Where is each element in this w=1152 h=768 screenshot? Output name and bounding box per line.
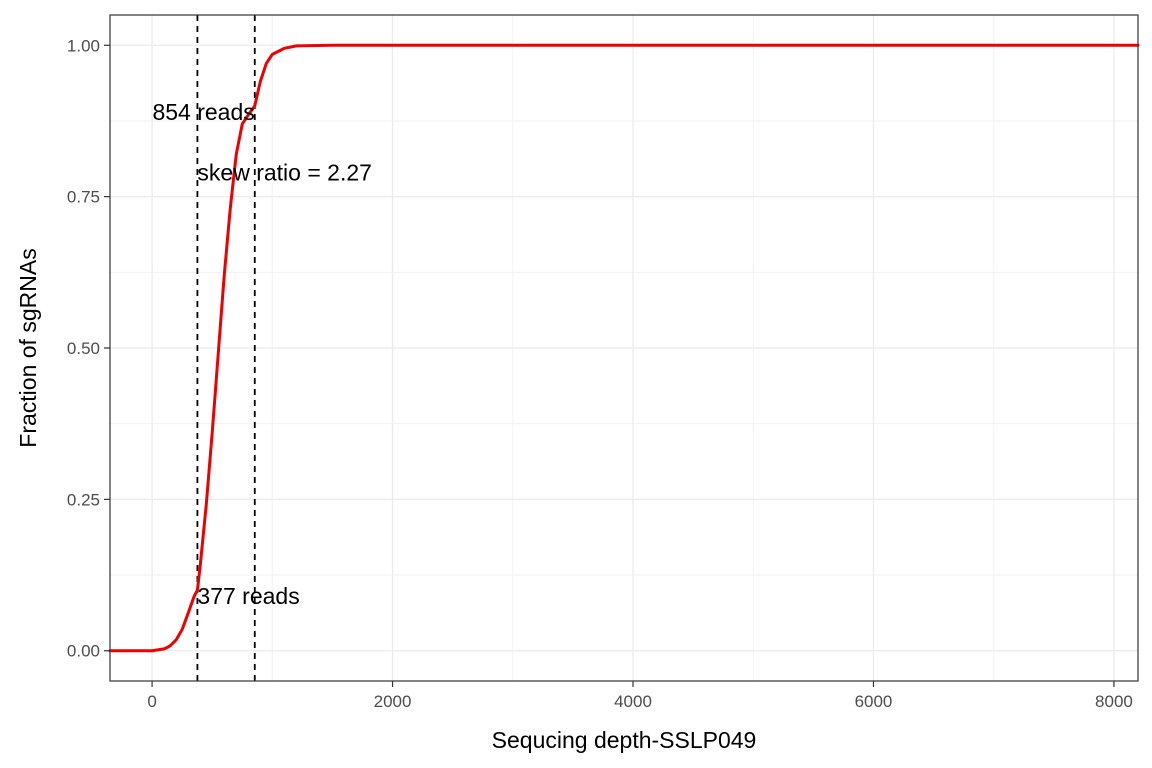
annotations: 854 reads skew ratio = 2.27 377 reads [152,99,371,609]
y-axis-title: Fraction of sgRNAs [15,248,41,447]
y-tick-label: 0.00 [67,642,100,661]
y-tick-label: 0.75 [67,188,100,207]
x-tick-label: 0 [147,692,156,711]
y-tick-label: 1.00 [67,36,100,55]
annotation-0: 854 reads [152,99,254,125]
x-tick-label: 2000 [374,692,412,711]
y-axis: 0.00 0.25 0.50 0.75 1.00 [67,36,110,661]
series-layer [108,43,1140,653]
x-tick-label: 4000 [614,692,652,711]
x-axis: 0 2000 4000 6000 8000 [147,681,1133,711]
reference-lines [196,15,256,681]
x-axis-title: Sequcing depth-SSLP049 [492,727,757,753]
x-tick-label: 8000 [1095,692,1133,711]
grid-major [110,15,1138,681]
y-tick-label: 0.25 [67,490,100,509]
annotation-2: 377 reads [197,583,299,609]
series-line-0 [108,43,1140,653]
y-tick-label: 0.50 [67,339,100,358]
annotation-1: skew ratio = 2.27 [197,159,372,185]
x-tick-label: 6000 [855,692,893,711]
